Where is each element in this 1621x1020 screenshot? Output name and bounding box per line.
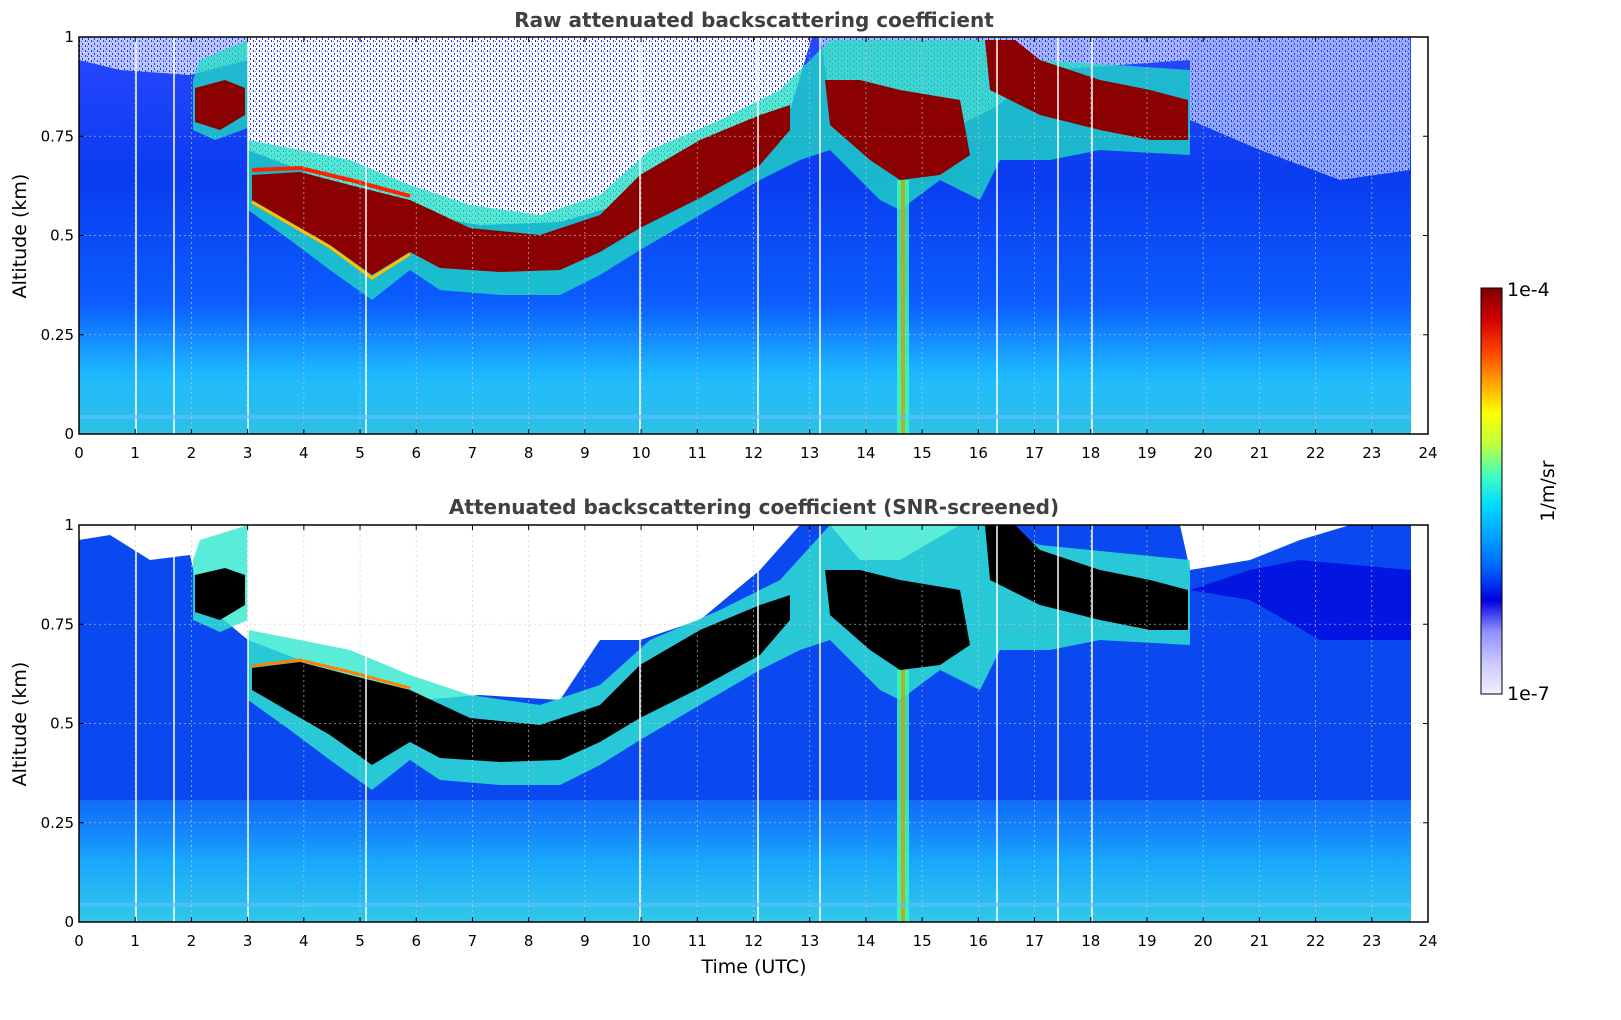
x-tick-label: 2 xyxy=(187,932,197,950)
x-tick-label: 23 xyxy=(1362,444,1381,462)
x-tick-label: 14 xyxy=(856,444,875,462)
panel-title-screened: Attenuated backscattering coefficient (S… xyxy=(449,495,1059,519)
panel-title-raw: Raw attenuated backscattering coefficien… xyxy=(514,8,994,32)
y-tick-label: 0.25 xyxy=(41,326,74,344)
x-tick-label: 9 xyxy=(580,932,590,950)
x-tick-label: 19 xyxy=(1137,444,1156,462)
x-tick-label: 4 xyxy=(299,444,309,462)
x-tick-label: 4 xyxy=(299,932,309,950)
x-tick-label: 20 xyxy=(1194,932,1213,950)
x-tick-label: 3 xyxy=(243,444,253,462)
y-tick-label: 0.5 xyxy=(50,715,74,733)
x-tick-label: 17 xyxy=(1025,444,1044,462)
x-tick-label: 20 xyxy=(1194,444,1213,462)
colorbar-scale xyxy=(1480,287,1503,695)
x-tick-label: 11 xyxy=(688,444,707,462)
xlabel-screened: Time (UTC) xyxy=(700,956,806,978)
y-tick-label: 0.75 xyxy=(41,127,74,145)
x-tick-label: 21 xyxy=(1250,932,1269,950)
x-tick-label: 10 xyxy=(632,444,651,462)
x-tick-label: 1 xyxy=(130,444,140,462)
ylabel-screened: Altitude (km) xyxy=(9,662,31,787)
xticks-raw: 0 1 2 3 4 5 6 7 8 9 10 11 12 13 14 15 16 17 18 19 20 21 22 23 24 xyxy=(74,37,1438,462)
x-tick-label: 24 xyxy=(1418,444,1437,462)
x-tick-label: 18 xyxy=(1081,932,1100,950)
yticks-raw: 0 0.25 0.5 0.75 1 xyxy=(41,28,1428,443)
grid-raw xyxy=(79,37,1428,434)
colorbar-min-label: 1e-7 xyxy=(1507,683,1550,705)
x-tick-label: 24 xyxy=(1418,932,1437,950)
x-tick-label: 16 xyxy=(969,932,988,950)
xticks-screened: 0 1 2 3 4 5 6 7 8 9 10 11 12 13 14 15 16 17 18 19 20 21 22 23 24 xyxy=(74,525,1438,950)
panel-raw: Raw attenuated backscattering coefficien… xyxy=(9,8,1438,462)
y-tick-label: 1 xyxy=(64,516,74,534)
x-tick-label: 11 xyxy=(688,932,707,950)
x-tick-label: 6 xyxy=(411,444,421,462)
x-tick-label: 16 xyxy=(969,444,988,462)
grid-screened xyxy=(79,525,1428,922)
x-tick-label: 13 xyxy=(800,932,819,950)
x-tick-label: 12 xyxy=(744,444,763,462)
ylabel-raw: Altitude (km) xyxy=(9,174,31,299)
x-tick-label: 8 xyxy=(524,932,534,950)
x-tick-label: 15 xyxy=(913,932,932,950)
yticks-screened: 0 0.25 0.5 0.75 1 xyxy=(41,516,1428,931)
x-tick-label: 21 xyxy=(1250,444,1269,462)
x-tick-label: 17 xyxy=(1025,932,1044,950)
x-tick-label: 0 xyxy=(74,444,84,462)
y-tick-label: 0.75 xyxy=(41,615,74,633)
x-tick-label: 5 xyxy=(355,932,365,950)
y-tick-label: 0.5 xyxy=(50,227,74,245)
x-tick-label: 18 xyxy=(1081,444,1100,462)
x-tick-label: 19 xyxy=(1137,932,1156,950)
x-tick-label: 13 xyxy=(800,444,819,462)
x-tick-label: 0 xyxy=(74,932,84,950)
x-tick-label: 9 xyxy=(580,444,590,462)
x-tick-label: 3 xyxy=(243,932,253,950)
y-tick-label: 0 xyxy=(64,425,74,443)
x-tick-label: 7 xyxy=(468,932,478,950)
y-tick-label: 1 xyxy=(64,28,74,46)
x-tick-label: 15 xyxy=(913,444,932,462)
x-tick-label: 6 xyxy=(411,932,421,950)
x-tick-label: 22 xyxy=(1306,932,1325,950)
x-tick-label: 5 xyxy=(355,444,365,462)
x-tick-label: 23 xyxy=(1362,932,1381,950)
x-tick-label: 12 xyxy=(744,932,763,950)
colorbar: 1e-4 1e-7 1/m/sr xyxy=(1480,279,1559,705)
x-tick-label: 14 xyxy=(856,932,875,950)
colorbar-unit-label: 1/m/sr xyxy=(1537,460,1559,521)
x-tick-label: 8 xyxy=(524,444,534,462)
colorbar-max-label: 1e-4 xyxy=(1507,279,1550,301)
y-tick-label: 0 xyxy=(64,913,74,931)
y-tick-label: 0.25 xyxy=(41,814,74,832)
x-tick-label: 10 xyxy=(632,932,651,950)
panel-screened: Attenuated backscattering coefficient (S… xyxy=(9,495,1438,978)
x-tick-label: 2 xyxy=(187,444,197,462)
x-tick-label: 1 xyxy=(130,932,140,950)
x-tick-label: 22 xyxy=(1306,444,1325,462)
x-tick-label: 7 xyxy=(468,444,478,462)
